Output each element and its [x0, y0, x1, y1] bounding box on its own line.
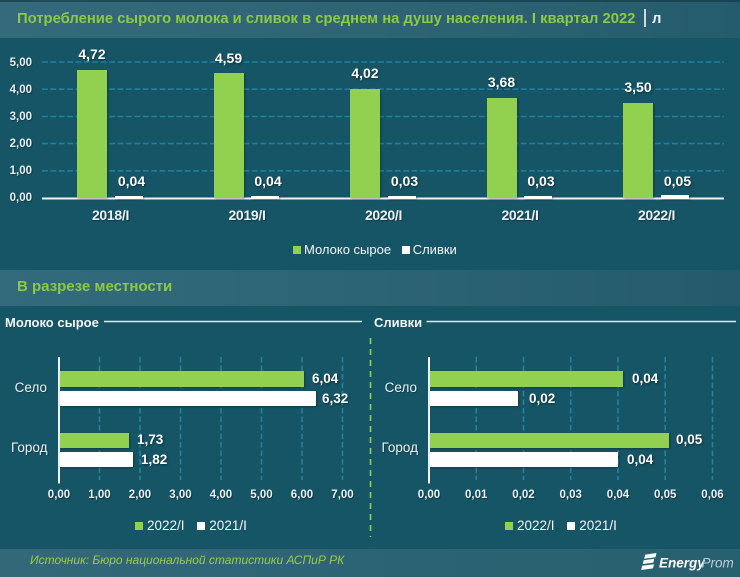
svg-text:Energy: Energy — [659, 556, 706, 571]
svg-text:Prom: Prom — [702, 556, 734, 571]
